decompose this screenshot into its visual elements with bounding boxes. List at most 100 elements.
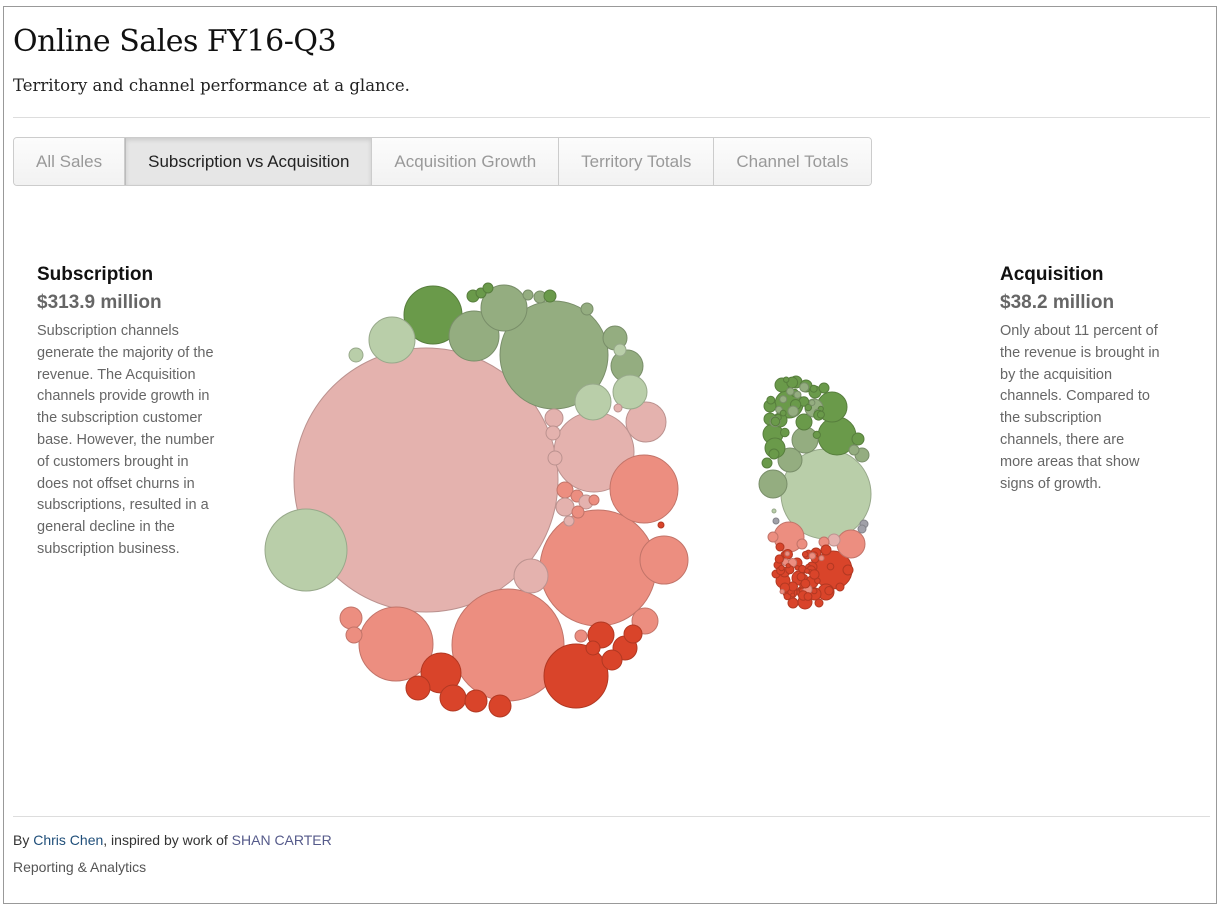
bubble-subscription[interactable]: [588, 494, 600, 506]
bubble-acquisition[interactable]: [814, 598, 824, 608]
tab-all-sales[interactable]: All Sales: [14, 138, 126, 185]
bubble-subscription[interactable]: [464, 689, 488, 713]
bubble-subscription[interactable]: [555, 497, 575, 517]
bubble-acquisition[interactable]: [767, 531, 779, 543]
bubble-subscription[interactable]: [613, 403, 623, 413]
bubble-subscription[interactable]: [544, 408, 564, 428]
tab-channel-totals[interactable]: Channel Totals: [714, 138, 871, 185]
bubble-subscription[interactable]: [348, 347, 364, 363]
bubble-acquisition[interactable]: [803, 592, 813, 601]
bubble-acquisition[interactable]: [800, 578, 811, 589]
bubble-acquisition[interactable]: [796, 538, 808, 550]
author-link[interactable]: Chris Chen: [33, 832, 104, 848]
bubble-acquisition[interactable]: [766, 395, 776, 405]
bubble-subscription[interactable]: [543, 289, 557, 303]
bubble-subscription[interactable]: [574, 383, 612, 421]
bubble-acquisition[interactable]: [799, 382, 810, 393]
bubble-acquisition[interactable]: [842, 564, 854, 576]
subscription-heading: Subscription: [37, 264, 154, 285]
bubble-acquisition[interactable]: [851, 432, 865, 446]
acquisition-description: Only about 11 percent of the revenue is …: [1000, 323, 1160, 492]
bubble-subscription[interactable]: [368, 316, 416, 364]
bubble-acquisition[interactable]: [809, 384, 818, 393]
bubble-subscription[interactable]: [358, 606, 434, 682]
bubble-subscription[interactable]: [488, 694, 512, 718]
bubble-acquisition[interactable]: [857, 524, 867, 534]
bubble-acquisition[interactable]: [785, 563, 791, 569]
bubble-acquisition[interactable]: [770, 416, 781, 427]
inspired-author-link[interactable]: SHAN CARTER: [231, 832, 332, 848]
bubble-acquisition[interactable]: [761, 457, 773, 469]
bubble-acquisition[interactable]: [801, 551, 809, 558]
bubble-acquisition[interactable]: [836, 529, 866, 559]
bubble-subscription[interactable]: [545, 425, 561, 441]
bubble-subscription[interactable]: [293, 347, 559, 613]
bubble-acquisition[interactable]: [804, 568, 810, 574]
bubble-acquisition[interactable]: [804, 403, 812, 412]
tab-acquisition-growth[interactable]: Acquisition Growth: [372, 138, 560, 185]
bubble-acquisition[interactable]: [818, 382, 830, 394]
bubble-subscription[interactable]: [563, 515, 575, 527]
bubble-acquisition[interactable]: [835, 582, 845, 592]
tab-subscription-vs-acquisition[interactable]: Subscription vs Acquisition: [125, 138, 373, 185]
bubble-acquisition[interactable]: [784, 551, 790, 557]
bubble-acquisition[interactable]: [768, 448, 780, 460]
bubble-subscription[interactable]: [580, 302, 594, 316]
bubble-subscription[interactable]: [339, 606, 363, 630]
bubble-subscription[interactable]: [345, 626, 363, 644]
bubble-subscription[interactable]: [522, 289, 534, 301]
bubble-subscription[interactable]: [539, 509, 657, 627]
bubble-subscription[interactable]: [513, 558, 549, 594]
bubble-acquisition[interactable]: [795, 413, 813, 431]
bubble-acquisition[interactable]: [786, 387, 795, 396]
bubble-acquisition[interactable]: [848, 444, 860, 456]
bubble-acquisition[interactable]: [816, 410, 825, 419]
bubble-subscription[interactable]: [613, 343, 627, 357]
bubble-acquisition[interactable]: [771, 508, 777, 514]
bubble-acquisition[interactable]: [790, 592, 796, 598]
bubble-subscription[interactable]: [264, 508, 348, 592]
bubble-acquisition[interactable]: [826, 562, 835, 571]
bubble-acquisition[interactable]: [777, 447, 803, 473]
bubble-subscription[interactable]: [482, 282, 494, 294]
bubble-acquisition[interactable]: [787, 405, 799, 417]
bubble-acquisition[interactable]: [774, 554, 784, 564]
bubble-acquisition[interactable]: [779, 395, 788, 404]
bubble-acquisition[interactable]: [809, 569, 820, 580]
bubble-acquisition[interactable]: [820, 544, 832, 556]
bubble-subscription[interactable]: [623, 624, 643, 644]
bubble-acquisition[interactable]: [779, 409, 787, 417]
bubble-acquisition[interactable]: [779, 588, 785, 595]
bubble-acquisition[interactable]: [808, 399, 816, 407]
bubble-subscription[interactable]: [657, 521, 665, 529]
bubble-subscription[interactable]: [543, 643, 609, 709]
bubble-acquisition[interactable]: [780, 427, 790, 438]
bubble-acquisition[interactable]: [824, 586, 834, 596]
bubble-acquisition[interactable]: [818, 555, 825, 562]
bubble-subscription[interactable]: [571, 505, 585, 519]
bubble-subscription[interactable]: [601, 649, 623, 671]
bubble-acquisition[interactable]: [775, 542, 785, 552]
bubble-subscription[interactable]: [585, 640, 601, 656]
bubble-subscription[interactable]: [480, 284, 528, 332]
bubble-subscription[interactable]: [612, 374, 648, 410]
bubble-subscription[interactable]: [639, 535, 689, 585]
bubble-acquisition[interactable]: [793, 390, 802, 399]
bubble-subscription[interactable]: [625, 401, 667, 443]
bubble-acquisition[interactable]: [827, 533, 841, 547]
bubble-subscription[interactable]: [547, 450, 563, 466]
bubble-acquisition[interactable]: [772, 517, 780, 525]
bubble-acquisition[interactable]: [808, 552, 816, 560]
bubble-acquisition[interactable]: [783, 376, 790, 383]
tab-territory-totals[interactable]: Territory Totals: [559, 138, 715, 185]
bubble-subscription[interactable]: [405, 675, 431, 701]
bubble-subscription[interactable]: [609, 454, 679, 524]
bubble-acquisition[interactable]: [791, 426, 819, 454]
bubble-acquisition[interactable]: [787, 597, 799, 609]
bubble-subscription[interactable]: [574, 629, 588, 643]
bubble-subscription[interactable]: [439, 684, 467, 712]
bubble-acquisition[interactable]: [812, 430, 821, 439]
bubble-acquisition[interactable]: [778, 564, 785, 572]
bubble-acquisition[interactable]: [758, 469, 788, 499]
